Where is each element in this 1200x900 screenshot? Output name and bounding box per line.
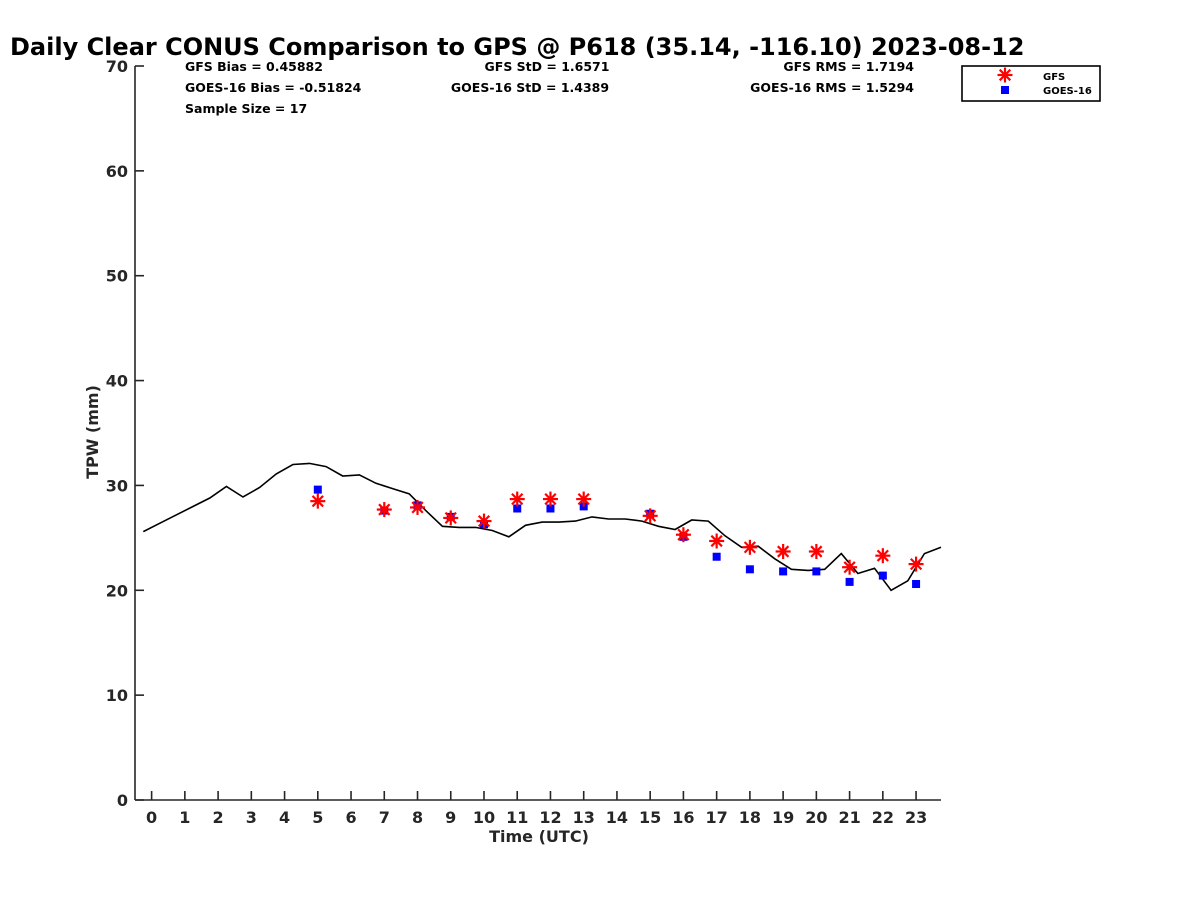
x-tick-label-17: 17 <box>706 808 728 827</box>
x-axis-label: Time (UTC) <box>489 827 589 846</box>
x-tick-label-3: 3 <box>246 808 257 827</box>
x-tick-label-22: 22 <box>872 808 894 827</box>
legend: GFS GOES-16 <box>961 65 1101 102</box>
gps-series-line <box>142 462 942 592</box>
x-tick-label-8: 8 <box>412 808 423 827</box>
x-tick-label-5: 5 <box>312 808 323 827</box>
gfs-point <box>709 533 725 549</box>
series-markers <box>310 485 924 588</box>
y-tick-label-50: 50 <box>106 267 128 286</box>
legend-box <box>961 65 1101 102</box>
x-tick-label-20: 20 <box>805 808 827 827</box>
goes-std-stat: GOES-16 StD = 1.4389 <box>451 80 609 95</box>
y-tick-label-70: 70 <box>106 57 128 76</box>
gfs-bias-stat: GFS Bias = 0.45882 <box>185 59 323 74</box>
gfs-point <box>742 539 758 555</box>
y-tick-label-40: 40 <box>106 372 128 391</box>
x-tick-label-21: 21 <box>838 808 860 827</box>
gfs-point <box>443 510 459 526</box>
x-tick-label-15: 15 <box>639 808 661 827</box>
goes-16-point <box>779 567 788 576</box>
gfs-std-stat: GFS StD = 1.6571 <box>485 59 610 74</box>
gfs-point <box>576 491 592 507</box>
x-tick-label-16: 16 <box>672 808 694 827</box>
y-tick-label-30: 30 <box>106 476 128 495</box>
legend-gfs-marker <box>997 67 1013 83</box>
gfs-point <box>842 559 858 575</box>
legend-goes-label: GOES-16 <box>1043 86 1092 97</box>
y-tick-label-20: 20 <box>106 581 128 600</box>
goes-16-point <box>546 504 555 513</box>
gfs-point <box>476 513 492 529</box>
goes-16-point <box>513 504 522 513</box>
goes-16-point <box>845 577 854 586</box>
axes <box>134 66 941 801</box>
x-tick-label-18: 18 <box>739 808 761 827</box>
gfs-rms-stat: GFS RMS = 1.7194 <box>783 59 914 74</box>
gfs-point <box>542 491 558 507</box>
x-tick-label-1: 1 <box>179 808 190 827</box>
x-tick-label-0: 0 <box>146 808 157 827</box>
gfs-point <box>310 493 326 509</box>
goes-rms-stat: GOES-16 RMS = 1.5294 <box>750 80 914 95</box>
x-tick-label-11: 11 <box>506 808 528 827</box>
goes-16-point <box>878 571 887 580</box>
x-tick-label-7: 7 <box>379 808 390 827</box>
gfs-point <box>376 502 392 518</box>
gfs-point <box>675 527 691 543</box>
gfs-point <box>875 548 891 564</box>
goes-16-point <box>745 565 754 574</box>
gfs-point <box>410 499 426 515</box>
x-tick-label-12: 12 <box>539 808 561 827</box>
x-tick-label-23: 23 <box>905 808 927 827</box>
x-tick-label-14: 14 <box>606 808 628 827</box>
goes-bias-stat: GOES-16 Bias = -0.51824 <box>185 80 362 95</box>
legend-gfs-label: GFS <box>1043 72 1065 83</box>
gfs-point <box>908 556 924 572</box>
x-tick-label-6: 6 <box>345 808 356 827</box>
goes-16-point <box>812 567 821 576</box>
x-tick-label-13: 13 <box>573 808 595 827</box>
legend-goes-marker <box>1001 86 1009 94</box>
gfs-point <box>509 491 525 507</box>
goes-16-point <box>712 552 721 561</box>
y-axis-label: TPW (mm) <box>83 385 102 479</box>
chart-title: Daily Clear CONUS Comparison to GPS @ P6… <box>10 33 1024 61</box>
y-tick-label-0: 0 <box>117 791 128 810</box>
gfs-point <box>775 543 791 559</box>
x-tick-label-2: 2 <box>213 808 224 827</box>
x-tick-label-19: 19 <box>772 808 794 827</box>
gfs-point <box>808 543 824 559</box>
x-tick-label-10: 10 <box>473 808 495 827</box>
x-tick-label-9: 9 <box>445 808 456 827</box>
x-tick-label-4: 4 <box>279 808 290 827</box>
y-tick-label-10: 10 <box>106 686 128 705</box>
goes-16-point <box>912 579 921 588</box>
legend-gfs-asterisk <box>997 67 1013 83</box>
goes-16-point <box>313 485 322 494</box>
y-tick-label-60: 60 <box>106 162 128 181</box>
sample-size-stat: Sample Size = 17 <box>185 101 307 116</box>
gfs-point <box>642 508 658 524</box>
